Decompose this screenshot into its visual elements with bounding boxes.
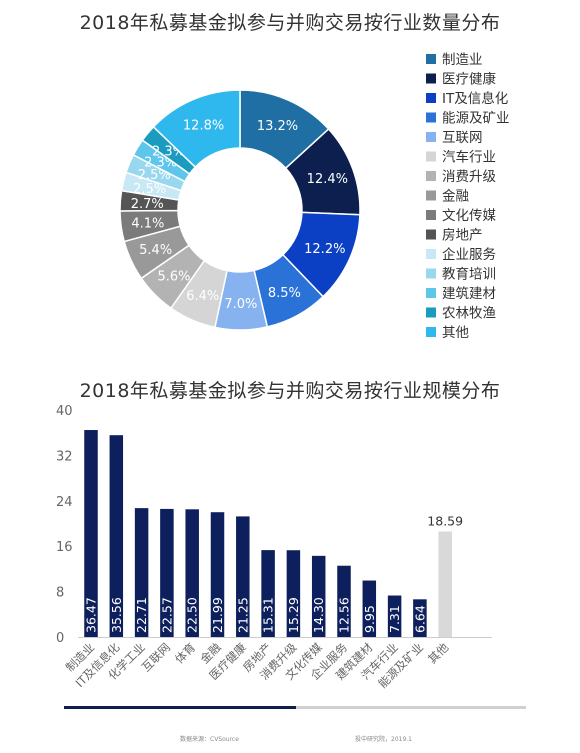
donut-chart: 13.2% 12.4% 12.2% 8.5% 7.0% 6.4% 5.6% 5.4% 4.1% 2… xyxy=(119,89,361,331)
donut-slice-label-11: 2.5% xyxy=(138,168,171,183)
legend-swatch-11 xyxy=(426,268,436,279)
donut-slice-label-1: 12.4% xyxy=(307,172,348,187)
bar-value-label-1: 35.56 xyxy=(109,597,124,633)
legend-label-6: 消费升级 xyxy=(442,169,496,185)
y-tick-label-2: 16 xyxy=(56,540,73,555)
legend-swatch-0 xyxy=(426,54,436,64)
legend-swatch-2 xyxy=(426,93,436,103)
donut-slice-label-5: 6.4% xyxy=(186,289,219,304)
bar-6 xyxy=(236,516,250,637)
legend-swatch-4 xyxy=(426,132,436,142)
bar-8 xyxy=(286,550,301,637)
bar-value-label-13: 6.64 xyxy=(412,605,427,633)
bar-value-label-12: 7.31 xyxy=(387,605,402,633)
y-tick-label-0: 0 xyxy=(56,631,64,646)
bar-9 xyxy=(311,555,326,637)
legend-label-9: 房地产 xyxy=(442,228,483,244)
pie-chart-title: 2018年私募基金拟参与并购交易按行业数量分布 xyxy=(79,12,501,34)
bar-value-label-6: 21.25 xyxy=(235,597,250,633)
bar-10 xyxy=(337,565,351,637)
bar-4 xyxy=(185,509,199,637)
bar-5 xyxy=(210,512,225,637)
bar-chart: 081624324036.47制造业35.56IT及信息化22.71化学工业22… xyxy=(56,404,492,691)
bar-value-label-4: 22.50 xyxy=(185,597,200,633)
donut-slice-label-14: 12.8% xyxy=(183,118,224,133)
legend-swatch-14 xyxy=(426,327,436,337)
bar-3 xyxy=(160,508,174,637)
legend-label-12: 建筑建材 xyxy=(442,286,496,302)
bar-value-label-11: 9.95 xyxy=(362,605,377,633)
legend-swatch-12 xyxy=(426,288,436,298)
legend-swatch-10 xyxy=(426,249,436,259)
legend-label-10: 企业服务 xyxy=(442,246,496,263)
bar-chart-title: 2018年私募基金拟参与并购交易按行业规模分布 xyxy=(79,380,501,402)
legend-label-14: 其他 xyxy=(442,325,469,341)
legend-swatch-1 xyxy=(426,73,436,84)
bar-12 xyxy=(387,595,402,637)
legend-label-0: 制造业 xyxy=(442,52,483,68)
donut-slice-14 xyxy=(152,89,241,169)
donut-slice-label-0: 13.2% xyxy=(257,119,298,134)
footer-source: 数据来源：CVSource xyxy=(180,736,239,743)
bar-value-label-10: 12.56 xyxy=(337,597,352,633)
legend-swatch-7 xyxy=(426,190,436,201)
bar-2 xyxy=(134,508,149,637)
legend-swatch-6 xyxy=(426,171,436,181)
legend-label-13: 农林牧渔 xyxy=(442,306,496,322)
bar-0 xyxy=(84,430,98,637)
legend-label-1: 医疗健康 xyxy=(442,71,496,88)
donut-slice-label-3: 8.5% xyxy=(268,286,301,301)
legend-swatch-13 xyxy=(426,307,436,318)
donut-slice-label-7: 5.4% xyxy=(139,243,172,258)
bar-category-label-14: 其他 xyxy=(425,640,452,667)
y-tick-label-4: 32 xyxy=(56,449,73,464)
legend-label-5: 汽车行业 xyxy=(442,149,496,166)
legend-swatch-3 xyxy=(426,112,436,123)
legend-label-3: 能源及矿业 xyxy=(442,111,510,127)
legend-label-2: IT及信息化 xyxy=(442,90,508,107)
footer-org: 投中研究院，2019.1 xyxy=(355,736,412,743)
legend-label-4: 互联网 xyxy=(442,130,483,146)
footer-rule-dark xyxy=(64,706,296,709)
bar-11 xyxy=(362,580,377,637)
bar-value-label-3: 22.57 xyxy=(159,597,174,633)
bar-value-label-8: 15.29 xyxy=(286,597,301,633)
legend-label-11: 教育培训 xyxy=(442,267,496,283)
bar-13 xyxy=(413,599,427,637)
footer-rule-light xyxy=(296,706,526,709)
legend-swatch-5 xyxy=(426,151,436,162)
legend-swatch-9 xyxy=(426,229,436,240)
legend-label-8: 文化传媒 xyxy=(442,208,496,224)
bar-7 xyxy=(261,550,275,637)
donut-slice-label-8: 4.1% xyxy=(131,217,164,232)
bar-1 xyxy=(109,435,124,637)
bar-value-label-14: 18.59 xyxy=(427,514,463,529)
bar-value-label-7: 15.31 xyxy=(261,597,276,633)
bar-category-label-4: 体育 xyxy=(172,640,198,666)
donut-slice-label-10: 2.5% xyxy=(133,182,166,197)
bar-value-label-9: 14.30 xyxy=(311,597,326,633)
bar-value-label-0: 36.47 xyxy=(84,597,99,633)
y-tick-label-3: 24 xyxy=(56,495,73,510)
legend-swatch-8 xyxy=(426,210,436,220)
donut-slice-label-2: 12.2% xyxy=(304,242,345,257)
donut-slice-label-6: 5.6% xyxy=(157,270,190,285)
legend-label-7: 金融 xyxy=(442,189,469,205)
y-tick-label-1: 8 xyxy=(56,586,64,601)
donut-slice-label-4: 7.0% xyxy=(224,297,257,312)
donut-slice-label-9: 2.7% xyxy=(131,197,164,212)
bar-value-label-2: 22.71 xyxy=(134,597,149,633)
bar-14 xyxy=(438,531,452,637)
y-tick-label-5: 40 xyxy=(56,404,73,419)
bar-value-label-5: 21.99 xyxy=(210,597,225,633)
bar-category-label-3: 互联网 xyxy=(139,640,173,674)
